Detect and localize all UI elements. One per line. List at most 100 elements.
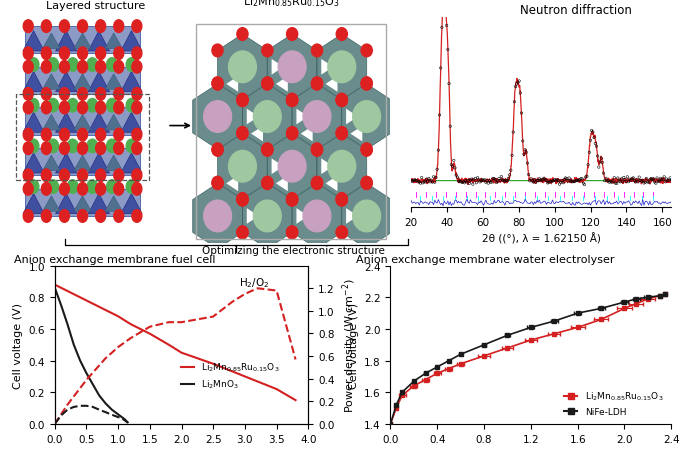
Circle shape <box>41 183 51 196</box>
Point <box>454 178 465 185</box>
Point <box>459 180 470 187</box>
Circle shape <box>212 178 223 190</box>
Point <box>483 180 494 187</box>
Point <box>508 129 519 137</box>
Point <box>532 178 543 185</box>
Point <box>427 179 438 186</box>
Circle shape <box>77 61 88 74</box>
Circle shape <box>114 21 124 33</box>
Circle shape <box>107 59 117 72</box>
Point <box>452 174 463 181</box>
Polygon shape <box>276 176 288 192</box>
Circle shape <box>77 88 88 101</box>
Point <box>509 99 520 106</box>
Point <box>562 178 573 185</box>
Circle shape <box>229 52 256 83</box>
Circle shape <box>336 29 347 41</box>
Point <box>664 175 675 182</box>
Point <box>635 177 646 184</box>
Circle shape <box>132 210 142 223</box>
Polygon shape <box>247 110 259 125</box>
Point <box>439 0 450 5</box>
Point <box>447 163 458 170</box>
Polygon shape <box>105 34 123 50</box>
Point <box>604 179 615 186</box>
Circle shape <box>253 201 282 232</box>
Circle shape <box>328 151 356 183</box>
Circle shape <box>126 59 137 72</box>
Point <box>554 181 565 189</box>
Point <box>482 177 493 184</box>
Text: Li$_2$Mn$_{0.85}$Ru$_{0.15}$O$_3$: Li$_2$Mn$_{0.85}$Ru$_{0.15}$O$_3$ <box>243 0 339 9</box>
Point <box>651 175 662 182</box>
Point <box>417 180 428 187</box>
Polygon shape <box>317 35 366 100</box>
Point <box>579 182 590 189</box>
Y-axis label: Power density (W cm$^{-2}$): Power density (W cm$^{-2}$) <box>340 278 359 412</box>
Circle shape <box>96 143 105 155</box>
Polygon shape <box>88 194 110 214</box>
Circle shape <box>60 102 69 115</box>
Point <box>516 110 527 117</box>
Point <box>632 179 643 186</box>
Circle shape <box>114 102 124 115</box>
Circle shape <box>262 45 273 58</box>
Point <box>478 178 489 185</box>
Point <box>515 90 526 97</box>
Polygon shape <box>292 84 342 150</box>
Point <box>606 179 617 186</box>
Text: Neutron diffraction: Neutron diffraction <box>521 4 632 17</box>
Point <box>560 175 571 182</box>
Point <box>422 178 433 185</box>
Point <box>493 175 504 183</box>
Polygon shape <box>272 159 284 175</box>
Circle shape <box>67 59 78 72</box>
Point <box>565 177 576 184</box>
Circle shape <box>353 101 381 133</box>
Point <box>578 180 589 187</box>
Point <box>410 178 421 185</box>
Circle shape <box>237 94 248 106</box>
Point <box>580 174 591 181</box>
Circle shape <box>229 151 256 183</box>
Text: H$_2$/O$_2$: H$_2$/O$_2$ <box>238 275 269 289</box>
Point <box>575 175 586 183</box>
Circle shape <box>60 61 69 74</box>
Point <box>634 174 645 181</box>
Point <box>632 177 643 184</box>
Point <box>636 178 647 185</box>
Point <box>525 178 536 185</box>
Circle shape <box>60 129 69 142</box>
Circle shape <box>41 88 51 101</box>
Polygon shape <box>121 72 142 92</box>
Point <box>522 160 533 167</box>
Circle shape <box>212 143 223 156</box>
Point <box>662 178 673 185</box>
Point <box>536 178 547 185</box>
Circle shape <box>41 210 51 223</box>
Point <box>638 180 649 187</box>
FancyBboxPatch shape <box>25 149 140 176</box>
Circle shape <box>60 210 69 223</box>
Circle shape <box>96 102 105 115</box>
Circle shape <box>303 201 331 232</box>
Circle shape <box>107 140 117 153</box>
Point <box>432 166 443 174</box>
Polygon shape <box>371 60 383 75</box>
Point <box>590 140 601 147</box>
Point <box>592 153 603 160</box>
Point <box>449 165 460 172</box>
Circle shape <box>312 78 323 90</box>
Point <box>488 175 499 183</box>
Point <box>425 179 436 186</box>
Polygon shape <box>346 209 358 224</box>
Point <box>446 162 457 169</box>
Circle shape <box>77 129 88 142</box>
Point <box>433 147 444 154</box>
Circle shape <box>132 129 142 142</box>
Circle shape <box>336 226 347 239</box>
Point <box>627 175 638 183</box>
Circle shape <box>361 78 372 91</box>
Point <box>464 180 475 188</box>
Point <box>538 175 549 182</box>
